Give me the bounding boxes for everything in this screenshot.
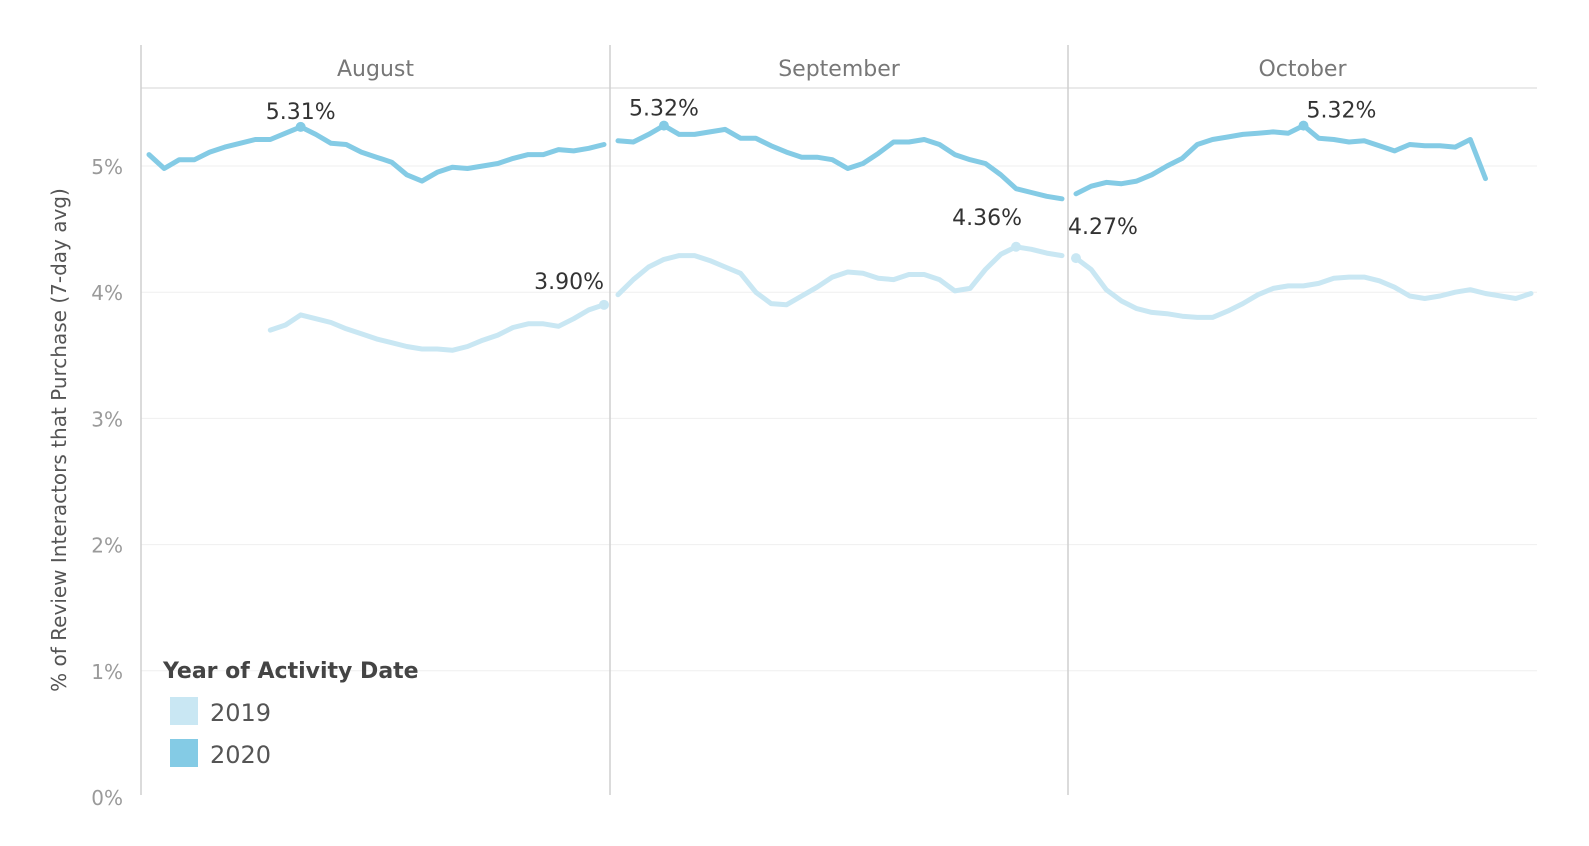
y-axis-ticks: 0% 1% 2% 3% 4% 5%: [91, 155, 123, 810]
annotation-point: [295, 121, 306, 132]
annotations: 5.31% 3.90% 5.32% 4.36% 4.27% 5.32%: [266, 97, 1377, 310]
y-tick-label: 0%: [91, 786, 123, 810]
gridlines: [141, 165, 1537, 672]
legend-label-2020: 2020: [210, 741, 271, 769]
panel-headers: August September October: [337, 57, 1347, 82]
legend-title: Year of Activity Date: [162, 659, 419, 684]
panel-header-september: September: [778, 57, 901, 82]
y-tick-label: 5%: [91, 155, 123, 179]
legend-label-2019: 2019: [210, 699, 271, 727]
series-lines: [146, 123, 1534, 353]
series-line-2019: [615, 244, 1065, 308]
y-tick-label: 4%: [91, 281, 123, 305]
annotation-label: 5.32%: [1307, 99, 1377, 124]
annotation-label: 3.90%: [534, 270, 604, 295]
annotation-point: [658, 120, 669, 131]
y-tick-label: 3%: [91, 407, 123, 431]
annotation-label: 4.27%: [1068, 215, 1138, 240]
y-tick-label: 1%: [91, 660, 123, 684]
legend-swatch-2019: [170, 697, 198, 725]
series-line-2020: [615, 123, 1065, 202]
panel-header-august: August: [337, 57, 414, 82]
annotation-point: [1298, 120, 1309, 131]
legend-swatch-2020: [170, 739, 198, 767]
panel-header-october: October: [1258, 57, 1347, 82]
annotation-point: [599, 299, 609, 310]
series-line-2020: [146, 124, 607, 184]
panel-frame: [140, 45, 1537, 795]
legend: Year of Activity Date 2019 2020: [162, 659, 419, 769]
annotation-label: 5.32%: [629, 97, 699, 122]
annotation-label: 4.36%: [952, 206, 1022, 231]
annotation-point: [1071, 253, 1081, 264]
y-tick-label: 2%: [91, 534, 123, 558]
annotation-point: [1011, 241, 1022, 252]
series-line-2020: [1073, 123, 1488, 197]
annotation-label: 5.31%: [266, 100, 336, 125]
y-axis-title: % of Review Interactors that Purchase (7…: [47, 188, 71, 692]
series-line-2019: [267, 302, 607, 353]
series-line-2019: [1073, 255, 1534, 320]
